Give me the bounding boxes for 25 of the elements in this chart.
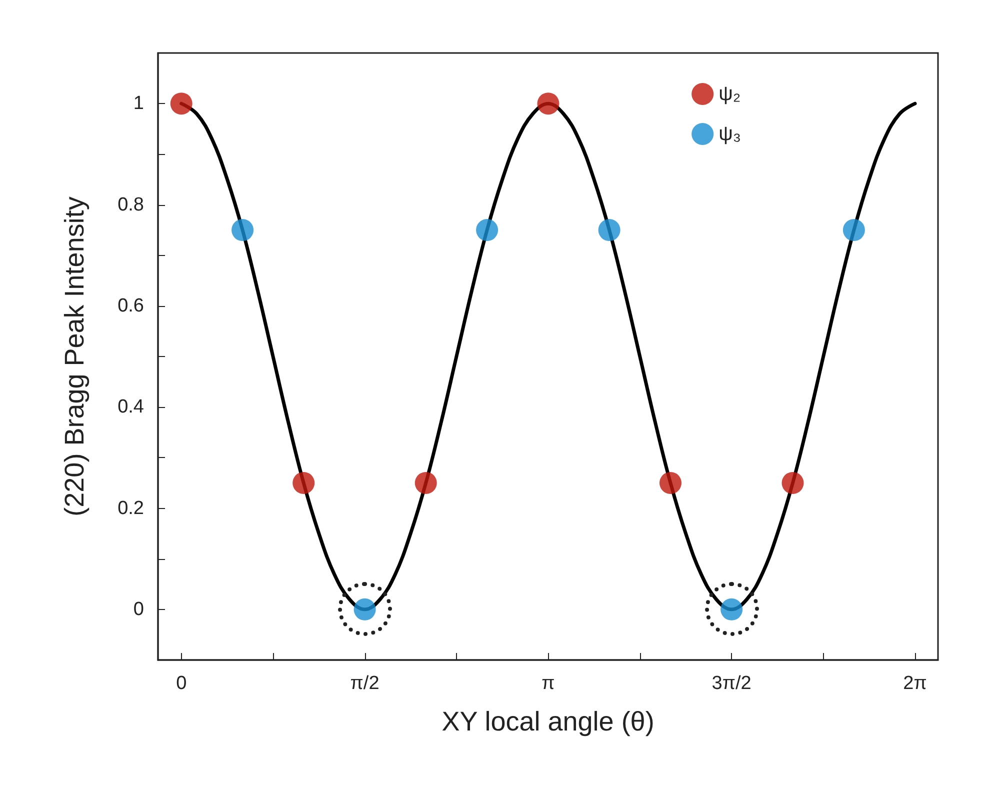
x-tick-label: π	[542, 673, 555, 694]
point	[842, 219, 865, 242]
point	[170, 92, 192, 115]
y-tick-label: 0.8	[118, 194, 144, 216]
point	[414, 472, 437, 494]
point	[232, 219, 254, 242]
y-tick-label: 0.6	[118, 295, 144, 316]
legend-label: ψ₃	[718, 123, 742, 145]
x-tick-label: 3π/2	[712, 673, 752, 694]
point	[292, 472, 315, 494]
point	[782, 472, 804, 494]
point	[537, 92, 560, 115]
point	[660, 472, 682, 494]
x-axis-title: XY local angle (θ)	[442, 706, 654, 736]
x-tick-label: 2π	[903, 673, 927, 694]
y-tick-label: 0.2	[118, 498, 144, 519]
y-tick-label: 0	[133, 598, 144, 620]
x-tick-label: 0	[176, 673, 187, 694]
point	[476, 219, 498, 242]
y-tick-label: 0.4	[118, 396, 144, 418]
y-tick-label: 1	[133, 93, 144, 114]
point	[598, 219, 620, 242]
y-axis-title: (220) Bragg Peak Intensity	[60, 196, 90, 516]
x-tick-label: π/2	[350, 673, 380, 694]
legend-label: ψ₂	[718, 83, 741, 105]
